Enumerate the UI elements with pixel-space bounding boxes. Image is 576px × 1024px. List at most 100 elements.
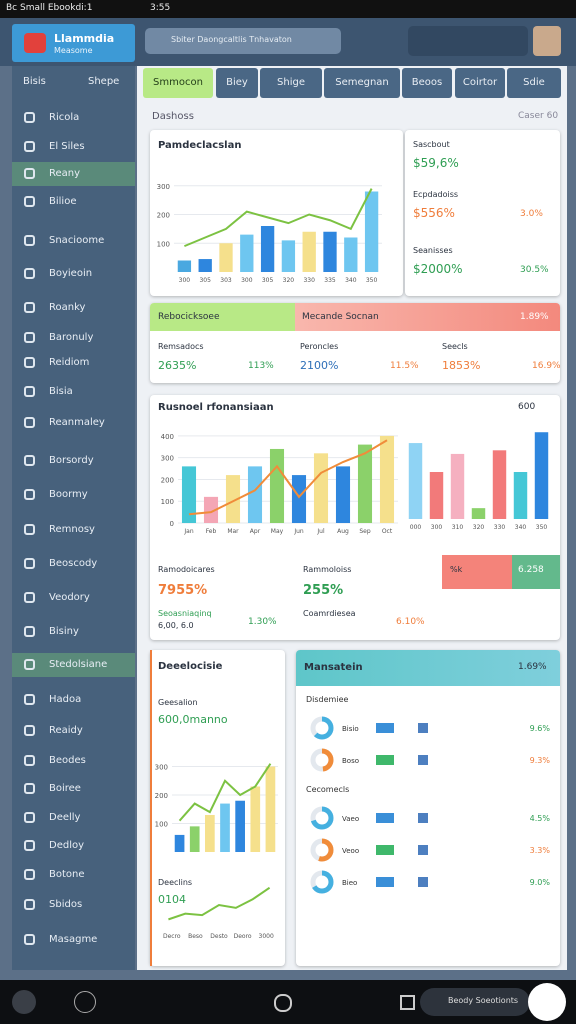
sidebar-icon — [24, 357, 35, 368]
sidebar-item[interactable]: Remnosy — [12, 518, 135, 542]
line — [178, 763, 272, 822]
x-tick-label: 320 — [283, 277, 295, 284]
search-box[interactable]: Sbiter Daongcaltlis Tnhavaton — [145, 28, 341, 54]
status-time: 3:55 — [150, 3, 171, 13]
sidebar-item[interactable]: Roanky — [12, 296, 135, 320]
chart-card: Deeelocisie Geesalion 600,0manno Deeclin… — [150, 650, 285, 966]
bar — [492, 450, 507, 519]
sidebar-item[interactable]: Baronuly — [12, 326, 135, 350]
row-badge — [376, 723, 394, 733]
sidebar-label: Borsordy — [49, 455, 94, 466]
sidebar-icon — [24, 302, 35, 313]
sidebar-label: Dedloy — [49, 840, 85, 851]
app-logo-box[interactable]: Llammdia Measome — [12, 24, 135, 62]
split-left — [150, 303, 295, 331]
sidebar-item[interactable]: Boormy — [12, 483, 135, 507]
tab[interactable]: Coirtor — [455, 68, 505, 98]
sidebar-item[interactable]: Deelly — [12, 806, 135, 830]
row-name: Veoo — [342, 847, 359, 855]
x-tick-label: Apr — [250, 528, 261, 535]
sidebar-item[interactable]: Beodes — [12, 749, 135, 773]
sidebar-item[interactable]: Reanmaley — [12, 411, 135, 435]
fab[interactable] — [528, 983, 566, 1021]
avatar[interactable] — [533, 26, 561, 56]
sidebar-item[interactable]: Ricola — [12, 106, 135, 130]
home-button[interactable] — [274, 994, 292, 1012]
x-tick-label: 335 — [324, 277, 336, 284]
donut — [310, 838, 334, 862]
sidebar-label: Veodory — [49, 592, 90, 603]
sidebar-item[interactable]: Sbidos — [12, 893, 135, 917]
sidebar-icon — [24, 112, 35, 123]
y-tick-label: 400 — [161, 433, 174, 441]
nav-button[interactable] — [74, 991, 96, 1013]
card-title: Pamdeclacslan — [158, 140, 242, 151]
sidebar-item[interactable]: Reany — [12, 162, 135, 186]
y-tick-label: 300 — [155, 764, 168, 772]
sidebar-label: Ricola — [49, 112, 80, 123]
x-tick-label: Beso — [188, 933, 203, 940]
stat-change: 16.9% — [532, 361, 561, 371]
search-placeholder: Sbiter Daongcaltlis Tnhavaton — [171, 35, 292, 44]
sidebar-item[interactable]: Boyieoin — [12, 262, 135, 286]
sidebar-item[interactable]: Dedloy — [12, 834, 135, 858]
status-text: Bc Small Ebookdi:1 — [6, 3, 93, 13]
stat-value: 2635% — [158, 359, 197, 372]
sidebar-label: Botone — [49, 869, 85, 880]
stat-label: Deeclins — [158, 878, 193, 887]
stat-value: $556% — [413, 206, 455, 220]
stat-value: 255% — [303, 583, 344, 598]
logo-icon — [24, 33, 46, 53]
tab[interactable]: Smmocon — [143, 68, 213, 98]
donut — [310, 806, 334, 830]
line — [168, 886, 271, 921]
sidebar-label: Bisia — [49, 386, 73, 397]
sidebar-label: Reidiom — [49, 357, 90, 368]
sidebar-item[interactable]: Reaidy — [12, 719, 135, 743]
chart-card: Pamdeclacslan 100 200 300 300 305 303 300 305 32… — [150, 130, 403, 296]
notice-pill[interactable]: Beody Soeotionts — [420, 988, 530, 1016]
sidebar-item[interactable]: Hadoa — [12, 688, 135, 712]
x-tick-label: Jan — [183, 528, 193, 535]
bar — [379, 435, 395, 523]
row-name: Boso — [342, 757, 359, 765]
y-tick-label: 100 — [157, 240, 170, 248]
sidebar-item[interactable]: Bilioe — [12, 190, 135, 214]
sidebar-item[interactable]: El Siles — [12, 135, 135, 159]
sidebar-item[interactable]: Bisia — [12, 380, 135, 404]
sidebar-icon — [24, 558, 35, 569]
sidebar-item[interactable]: Stedolsiane — [12, 653, 135, 677]
sidebar-item[interactable]: Veodory — [12, 586, 135, 610]
donut — [310, 870, 334, 894]
sidebar-label: Reaidy — [49, 725, 83, 736]
sidebar-label: Remnosy — [49, 524, 95, 535]
sidebar-label: Boyieoin — [49, 268, 93, 279]
tab[interactable]: Shige — [260, 68, 322, 98]
bar — [291, 475, 307, 523]
sidebar-icon — [24, 840, 35, 851]
sidebar-item[interactable]: Reidiom — [12, 351, 135, 375]
tab[interactable]: Semegnan — [324, 68, 400, 98]
donut — [310, 716, 334, 740]
sidebar-item[interactable]: Borsordy — [12, 449, 135, 473]
nav-button[interactable] — [12, 990, 36, 1014]
app-subtitle: Measome — [54, 46, 93, 55]
tab[interactable]: Biey — [216, 68, 258, 98]
bar — [198, 259, 212, 272]
sidebar-item[interactable]: Bisiny — [12, 620, 135, 644]
sidebar-item[interactable]: Boiree — [12, 777, 135, 801]
bar — [534, 432, 549, 519]
sidebar-item[interactable]: Masagme — [12, 928, 135, 952]
tab[interactable]: Beoos — [402, 68, 452, 98]
bar — [357, 444, 373, 523]
tab[interactable]: Sdie — [507, 68, 561, 98]
sidebar-item[interactable]: Beoscody — [12, 552, 135, 576]
sidebar-item[interactable]: Botone — [12, 863, 135, 887]
bar — [471, 508, 486, 519]
stat-label: Seanisses — [413, 246, 453, 255]
sidebar-item[interactable]: Snacioome — [12, 229, 135, 253]
sidebar-label: Snacioome — [49, 235, 105, 246]
recents-button[interactable] — [400, 995, 415, 1010]
toolbar-icons[interactable] — [408, 26, 528, 56]
